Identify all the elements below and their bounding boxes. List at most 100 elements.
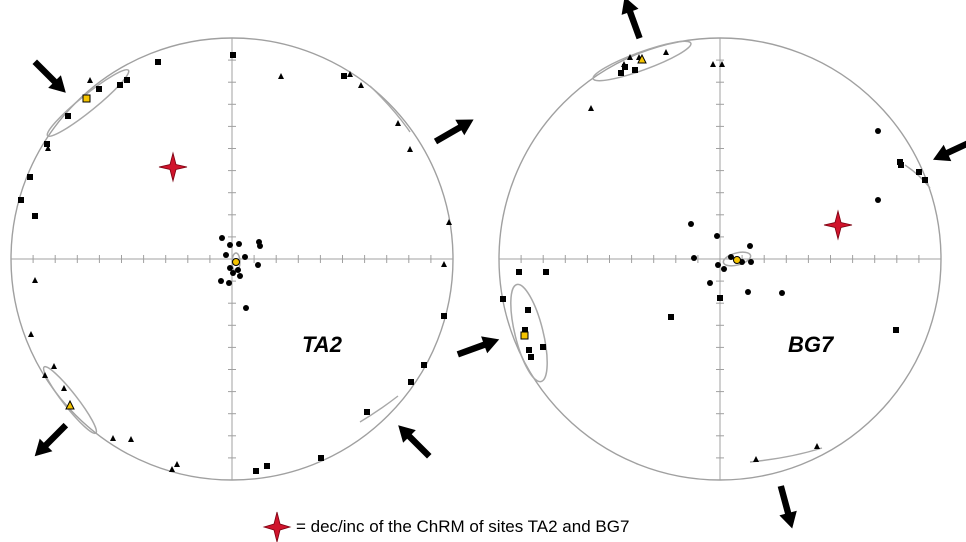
- chrm-star: [823, 209, 853, 241]
- stereonet-ta2: TA2: [10, 37, 474, 481]
- dot-symbol: [242, 254, 248, 260]
- square-symbol: [893, 327, 899, 333]
- confidence-ellipse: [46, 68, 130, 138]
- square-symbol: [44, 141, 50, 147]
- dot-symbol: [230, 270, 236, 276]
- square-symbol: [421, 362, 427, 368]
- square-symbol: [18, 197, 24, 203]
- triangle-symbol: [719, 61, 725, 67]
- dot-symbol: [721, 266, 727, 272]
- square-symbol: [898, 162, 904, 168]
- triangle-symbol: [32, 277, 38, 283]
- direction-arrow: [933, 140, 966, 162]
- axis-ticks: [32, 59, 432, 459]
- triangle-symbol: [621, 61, 627, 67]
- direction-arrow: [32, 59, 66, 93]
- triangle-symbols: [588, 49, 820, 462]
- triangle-symbol: [174, 461, 180, 467]
- triangle-symbol: [358, 82, 364, 88]
- square-symbol: [522, 327, 528, 333]
- square-symbol: [32, 213, 38, 219]
- triangle-symbol: [87, 77, 93, 83]
- square-symbol: [27, 174, 33, 180]
- dot-symbol: [226, 280, 232, 286]
- square-symbols: [500, 64, 928, 360]
- arrow-group: [32, 59, 474, 459]
- chrm-star: [158, 151, 188, 183]
- triangle-symbol: [51, 363, 57, 369]
- dot-symbol: [243, 305, 249, 311]
- dot-symbol: [218, 278, 224, 284]
- triangle-symbol: [407, 146, 413, 152]
- direction-arrow: [621, 0, 643, 40]
- dot-symbol: [748, 259, 754, 265]
- triangle-symbol: [45, 145, 51, 151]
- dot-symbol: [237, 273, 243, 279]
- triangle-symbol: [128, 436, 134, 442]
- dot-symbols: [218, 235, 263, 311]
- dot-symbol: [779, 290, 785, 296]
- square-symbol: [717, 295, 723, 301]
- dot-symbol: [875, 197, 881, 203]
- dot-symbol: [707, 280, 713, 286]
- dot-symbol: [745, 289, 751, 295]
- dot-symbol: [747, 243, 753, 249]
- dot-symbols: [688, 128, 881, 296]
- legend: = dec/inc of the ChRM of sites TA2 and B…: [262, 511, 629, 542]
- direction-arrow: [34, 422, 69, 457]
- triangle-symbol: [395, 120, 401, 126]
- triangle-symbol: [61, 385, 67, 391]
- square-symbol: [124, 77, 130, 83]
- legend-star-icon: [262, 511, 292, 542]
- triangle-symbol: [28, 331, 34, 337]
- square-symbol: [540, 344, 546, 350]
- triangle-symbols: [28, 71, 452, 472]
- square-symbol: [516, 269, 522, 275]
- dot-symbol: [728, 254, 734, 260]
- square-symbol: [441, 313, 447, 319]
- dot-symbol: [227, 265, 233, 271]
- dot-symbol: [715, 262, 721, 268]
- confidence-ellipse: [42, 365, 98, 435]
- dot-symbol: [227, 242, 233, 248]
- square-symbol: [922, 177, 928, 183]
- confidence-arc: [359, 395, 399, 423]
- square-symbol: [253, 468, 259, 474]
- square-symbol: [525, 307, 531, 313]
- confidence-arc: [369, 85, 411, 133]
- direction-arrow: [398, 425, 432, 459]
- confidence-ellipse: [722, 251, 752, 267]
- dot-symbol: [219, 235, 225, 241]
- dot-symbol: [236, 241, 242, 247]
- square-symbols: [18, 52, 447, 474]
- square-symbol: [318, 455, 324, 461]
- triangle-symbol: [169, 466, 175, 472]
- triangle-symbol: [110, 435, 116, 441]
- confidence-ellipse: [592, 40, 692, 82]
- confidence-arc: [904, 164, 931, 189]
- square-symbol: [618, 70, 624, 76]
- triangle-symbol: [663, 49, 669, 55]
- triangle-symbol: [278, 73, 284, 79]
- stereonet-bg7: BG7: [456, 0, 966, 529]
- square-symbol: [364, 409, 370, 415]
- square-symbol: [117, 82, 123, 88]
- square-symbol: [341, 73, 347, 79]
- square-symbol: [528, 354, 534, 360]
- dot-symbol: [691, 255, 697, 261]
- arrow-group: [456, 0, 966, 529]
- square-symbol: [264, 463, 270, 469]
- dot-symbol: [688, 221, 694, 227]
- square-symbol: [230, 52, 236, 58]
- axis-ticks: [520, 59, 920, 459]
- legend-text: = dec/inc of the ChRM of sites TA2 and B…: [296, 517, 629, 536]
- square-symbol: [96, 86, 102, 92]
- mean-dot: [232, 258, 240, 266]
- square-symbol: [155, 59, 161, 65]
- mean-triangle: [65, 399, 75, 410]
- direction-arrow: [433, 119, 474, 145]
- site-label: BG7: [788, 332, 835, 357]
- square-symbol: [65, 113, 71, 119]
- triangle-symbol: [710, 61, 716, 67]
